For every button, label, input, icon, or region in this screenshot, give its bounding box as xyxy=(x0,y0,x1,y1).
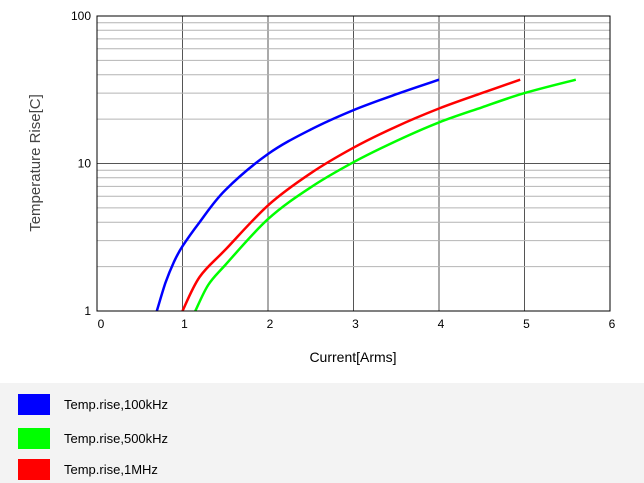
legend-label-100khz: Temp.rise,100kHz xyxy=(64,396,169,412)
y-tick-labels: 1 10 100 xyxy=(71,9,91,318)
x-tick-label: 2 xyxy=(267,317,274,331)
series-line-2 xyxy=(181,78,521,312)
legend-label-1mhz: Temp.rise,1MHz xyxy=(64,461,158,477)
x-tick-label: 1 xyxy=(181,317,188,331)
x-tick-label: 6 xyxy=(609,317,616,331)
legend-swatch-1mhz xyxy=(18,458,50,480)
legend-label-500khz: Temp.rise,500kHz xyxy=(64,430,169,446)
series-layer xyxy=(155,78,577,312)
legend-item-500khz: Temp.rise,500kHz xyxy=(18,426,168,450)
legend-swatch-100khz xyxy=(18,393,50,415)
x-tick-labels: 0 1 2 3 4 5 6 xyxy=(98,317,616,331)
legend: Temp.rise,100kHz Temp.rise,500kHz Temp.r… xyxy=(0,383,644,483)
x-axis-label: Current[Arms] xyxy=(309,349,396,365)
y-tick-label: 1 xyxy=(84,304,91,318)
x-tick-label: 4 xyxy=(438,317,445,331)
legend-item-1mhz: Temp.rise,1MHz xyxy=(18,457,158,481)
grid-lines xyxy=(97,16,610,311)
x-tick-label: 5 xyxy=(523,317,530,331)
y-tick-label: 100 xyxy=(71,9,91,23)
x-tick-label: 0 xyxy=(98,317,105,331)
legend-item-100khz: Temp.rise,100kHz xyxy=(18,392,168,416)
series-line-0 xyxy=(155,78,440,312)
y-tick-label: 10 xyxy=(78,157,92,171)
legend-swatch-500khz xyxy=(18,427,50,449)
series-line-1 xyxy=(194,78,577,312)
x-tick-label: 3 xyxy=(352,317,359,331)
y-axis-label: Temperature Rise[C] xyxy=(27,94,44,232)
plot-frame xyxy=(96,15,611,312)
